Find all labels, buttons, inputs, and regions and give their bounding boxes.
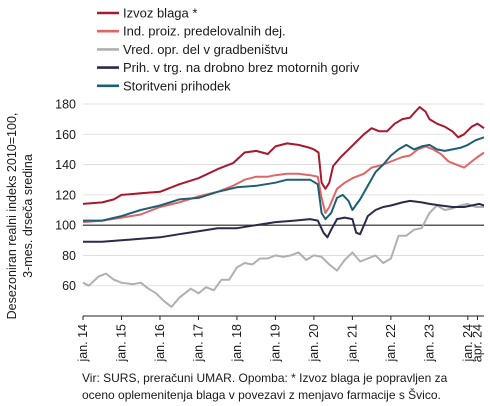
x-tick-label: apr. 24: [470, 324, 484, 362]
x-tick-label: jan. 23: [422, 324, 436, 363]
source-note-line-2: oceno oplemenitenja blaga v povezavi z m…: [82, 388, 441, 402]
source-note-line-1: Vir: SURS, preračuni UMAR. Opomba: * Izv…: [82, 371, 448, 385]
y-tick-label: 180: [55, 98, 76, 112]
y-tick-label: 100: [55, 219, 76, 233]
y-axis-label-line-2: 3-mes. drseča sredina: [21, 154, 35, 278]
legend-label-3: Vred. opr. del v gradbeništvu: [123, 42, 288, 57]
y-axis-ticks: 60 80 100 120 140 160 180: [55, 98, 76, 294]
series-line-3: [82, 202, 484, 308]
x-tick-label: jan. 15: [114, 324, 128, 363]
y-axis-label: Desezoniran realni indeks 2010=100, 3-mes…: [5, 113, 35, 320]
y-tick-label: 80: [62, 249, 76, 263]
series-line-1: [82, 106, 485, 205]
x-tick-label: jan. 14: [76, 324, 90, 363]
series-line-5: [83, 136, 485, 222]
series-line-2: [82, 145, 485, 224]
x-tick-label: jan. 16: [153, 324, 167, 363]
source-note: Vir: SURS, preračuni UMAR. Opomba: * Izv…: [82, 370, 482, 404]
x-tick-label: jan. 20: [307, 324, 321, 363]
legend-label-5: Storitveni prihodek: [123, 78, 231, 93]
legend-label-4: Prih. v trg. na drobno brez motornih gor…: [123, 60, 360, 75]
chart-legend: Izvoz blaga * Ind. proiz. predelovalnih d…: [97, 6, 360, 93]
x-axis-ticks: jan. 14 jan. 15 jan. 16 jan. 17 jan. 18 jan. …: [76, 316, 484, 363]
legend-label-1: Izvoz blaga *: [123, 6, 197, 21]
x-tick-label: jan. 19: [268, 324, 282, 363]
series-line-4: [83, 199, 485, 243]
chart-series: [82, 106, 485, 308]
y-tick-label: 60: [62, 279, 76, 293]
y-tick-label: 140: [55, 158, 76, 172]
y-tick-label: 160: [55, 128, 76, 142]
x-tick-label: jan. 24: [461, 324, 475, 363]
x-tick-label: jan. 21: [345, 324, 359, 363]
x-tick-label: jan. 22: [384, 324, 398, 363]
x-tick-label: jan. 17: [191, 324, 205, 363]
y-tick-label: 120: [55, 188, 76, 202]
grid-lines: [83, 103, 484, 317]
legend-label-2: Ind. proiz. predelovalnih dej.: [123, 24, 286, 39]
y-axis-label-line-1: Desezoniran realni indeks 2010=100,: [5, 113, 19, 320]
x-tick-label: jan. 18: [230, 324, 244, 363]
